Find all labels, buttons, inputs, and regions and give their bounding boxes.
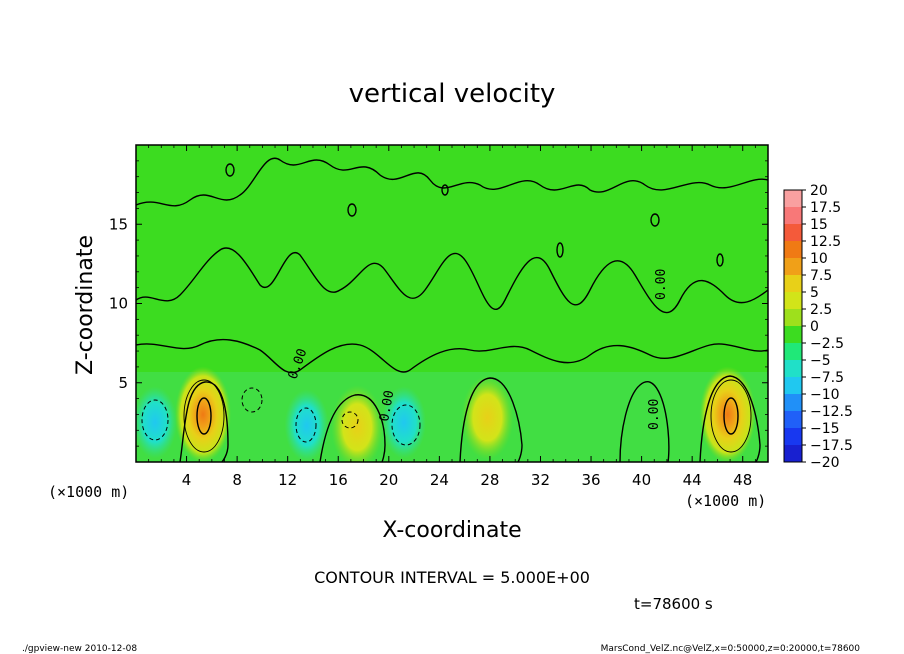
colorbar-label: −2.5 xyxy=(810,336,844,352)
x-tick-label: 20 xyxy=(379,471,398,489)
colorbar-segment xyxy=(784,411,802,428)
colorbar-label: 12.5 xyxy=(810,234,841,250)
x-tick-label: 48 xyxy=(733,471,752,489)
updraft-cell xyxy=(461,375,514,460)
footer-right: MarsCond_VelZ.nc@VelZ,x=0:50000,z=0:2000… xyxy=(601,644,861,654)
colorbar-label: 0 xyxy=(810,319,819,335)
x-tick-label: 32 xyxy=(531,471,550,489)
colorbar-segment xyxy=(784,394,802,411)
contour-interval: CONTOUR INTERVAL = 5.000E+00 xyxy=(314,568,590,587)
colorbar-label: 2.5 xyxy=(810,302,832,318)
colorbar-segment xyxy=(784,360,802,377)
colorbar-label: 15 xyxy=(810,217,828,233)
y-tick-label: 10 xyxy=(109,295,128,313)
chart-title: vertical velocity xyxy=(349,79,556,109)
colorbar-label: 17.5 xyxy=(810,200,841,216)
x-tick-label: 36 xyxy=(581,471,600,489)
x-tick-label: 24 xyxy=(430,471,449,489)
colorbar-segment xyxy=(784,292,802,309)
colorbar-segment xyxy=(784,190,802,207)
x-tick-label: 4 xyxy=(182,471,192,489)
colorbar-segment xyxy=(784,275,802,292)
y-axis-label: Z-coordinate xyxy=(73,235,98,375)
colorbar-label: −17.5 xyxy=(810,438,853,454)
colorbar-label: −12.5 xyxy=(810,404,853,420)
contour-lines xyxy=(136,157,768,462)
x-axis: 4 8 12 16 20 24 28 32 36 40 44 48 xyxy=(148,145,756,489)
colorbar-label: −10 xyxy=(810,387,840,403)
colorbar-label: 7.5 xyxy=(810,268,832,284)
colorbar-segment xyxy=(784,343,802,360)
colorbar-segment xyxy=(784,258,802,275)
x-tick-label: 28 xyxy=(480,471,499,489)
time-label: t=78600 s xyxy=(634,595,713,613)
x-tick-label: 12 xyxy=(278,471,297,489)
downdraft-cell xyxy=(136,386,177,459)
colorbar-segment xyxy=(784,428,802,445)
colorbar-segment xyxy=(784,241,802,258)
updraft-cell xyxy=(331,385,384,462)
colorbar-segment xyxy=(784,224,802,241)
colorbar-segment xyxy=(784,207,802,224)
colorbar-label: −20 xyxy=(810,455,840,471)
colorbar-segment xyxy=(784,326,802,343)
colorbar-label: −5 xyxy=(810,353,831,369)
colorbar-label: 10 xyxy=(810,251,828,267)
colorbar-segment xyxy=(784,309,802,326)
colorbar-label: 20 xyxy=(810,183,828,199)
x-tick-label: 8 xyxy=(232,471,242,489)
y-axis: 5 10 15 xyxy=(109,160,768,447)
downdraft-cell xyxy=(284,389,329,462)
colorbar-label: 5 xyxy=(810,285,819,301)
x-tick-label: 16 xyxy=(329,471,348,489)
y-tick-label: 15 xyxy=(109,215,128,233)
y-tick-label: 5 xyxy=(118,374,128,392)
contour-label: 0.00 xyxy=(377,389,397,422)
x-unit-right: (×1000 m) xyxy=(685,492,766,510)
x-unit-left: (×1000 m) xyxy=(48,483,129,501)
updraft-cell xyxy=(175,366,231,462)
colorbar-segment xyxy=(784,377,802,394)
colorbar-label: −15 xyxy=(810,421,840,437)
footer-left: ./gpview-new 2010-12-08 xyxy=(22,644,137,654)
x-tick-label: 40 xyxy=(632,471,651,489)
contour-label: 0.00 xyxy=(654,269,669,300)
colorbar: 2017.51512.5107.552.50−2.5−5−7.5−10−12.5… xyxy=(783,183,853,471)
x-axis-label: X-coordinate xyxy=(382,518,521,543)
negative-contours xyxy=(141,387,421,446)
x-tick-label: 44 xyxy=(683,471,702,489)
contour-label: 0.00 xyxy=(647,399,662,430)
surface-band xyxy=(136,372,768,462)
colorbar-segment xyxy=(784,445,802,462)
colorbar-label: −7.5 xyxy=(810,370,844,386)
